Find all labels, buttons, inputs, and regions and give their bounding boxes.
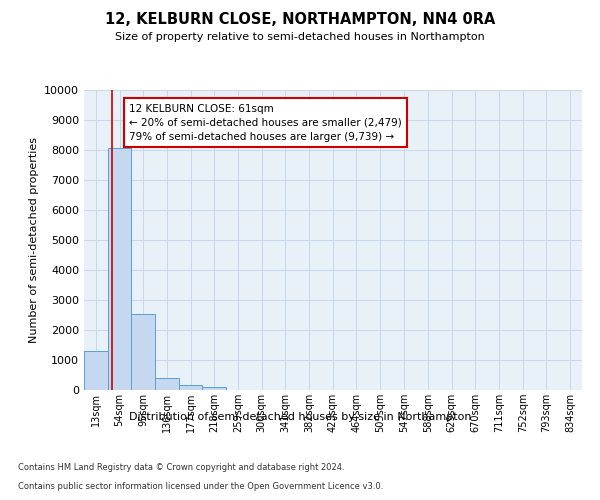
- Text: 12, KELBURN CLOSE, NORTHAMPTON, NN4 0RA: 12, KELBURN CLOSE, NORTHAMPTON, NN4 0RA: [105, 12, 495, 28]
- Text: Contains public sector information licensed under the Open Government Licence v3: Contains public sector information licen…: [18, 482, 383, 491]
- Bar: [84, 351, 107, 390]
- Bar: [107, 148, 131, 390]
- Text: Distribution of semi-detached houses by size in Northampton: Distribution of semi-detached houses by …: [129, 412, 471, 422]
- Y-axis label: Number of semi-detached properties: Number of semi-detached properties: [29, 137, 38, 343]
- Text: Size of property relative to semi-detached houses in Northampton: Size of property relative to semi-detach…: [115, 32, 485, 42]
- Bar: [131, 314, 155, 390]
- Bar: [179, 385, 202, 390]
- Text: 12 KELBURN CLOSE: 61sqm
← 20% of semi-detached houses are smaller (2,479)
79% of: 12 KELBURN CLOSE: 61sqm ← 20% of semi-de…: [129, 104, 401, 142]
- Bar: [202, 388, 226, 390]
- Text: Contains HM Land Registry data © Crown copyright and database right 2024.: Contains HM Land Registry data © Crown c…: [18, 464, 344, 472]
- Bar: [155, 378, 179, 390]
